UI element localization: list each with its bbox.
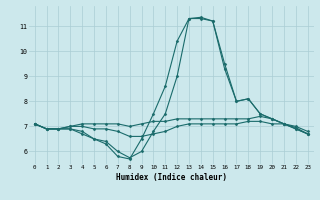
X-axis label: Humidex (Indice chaleur): Humidex (Indice chaleur) xyxy=(116,173,227,182)
